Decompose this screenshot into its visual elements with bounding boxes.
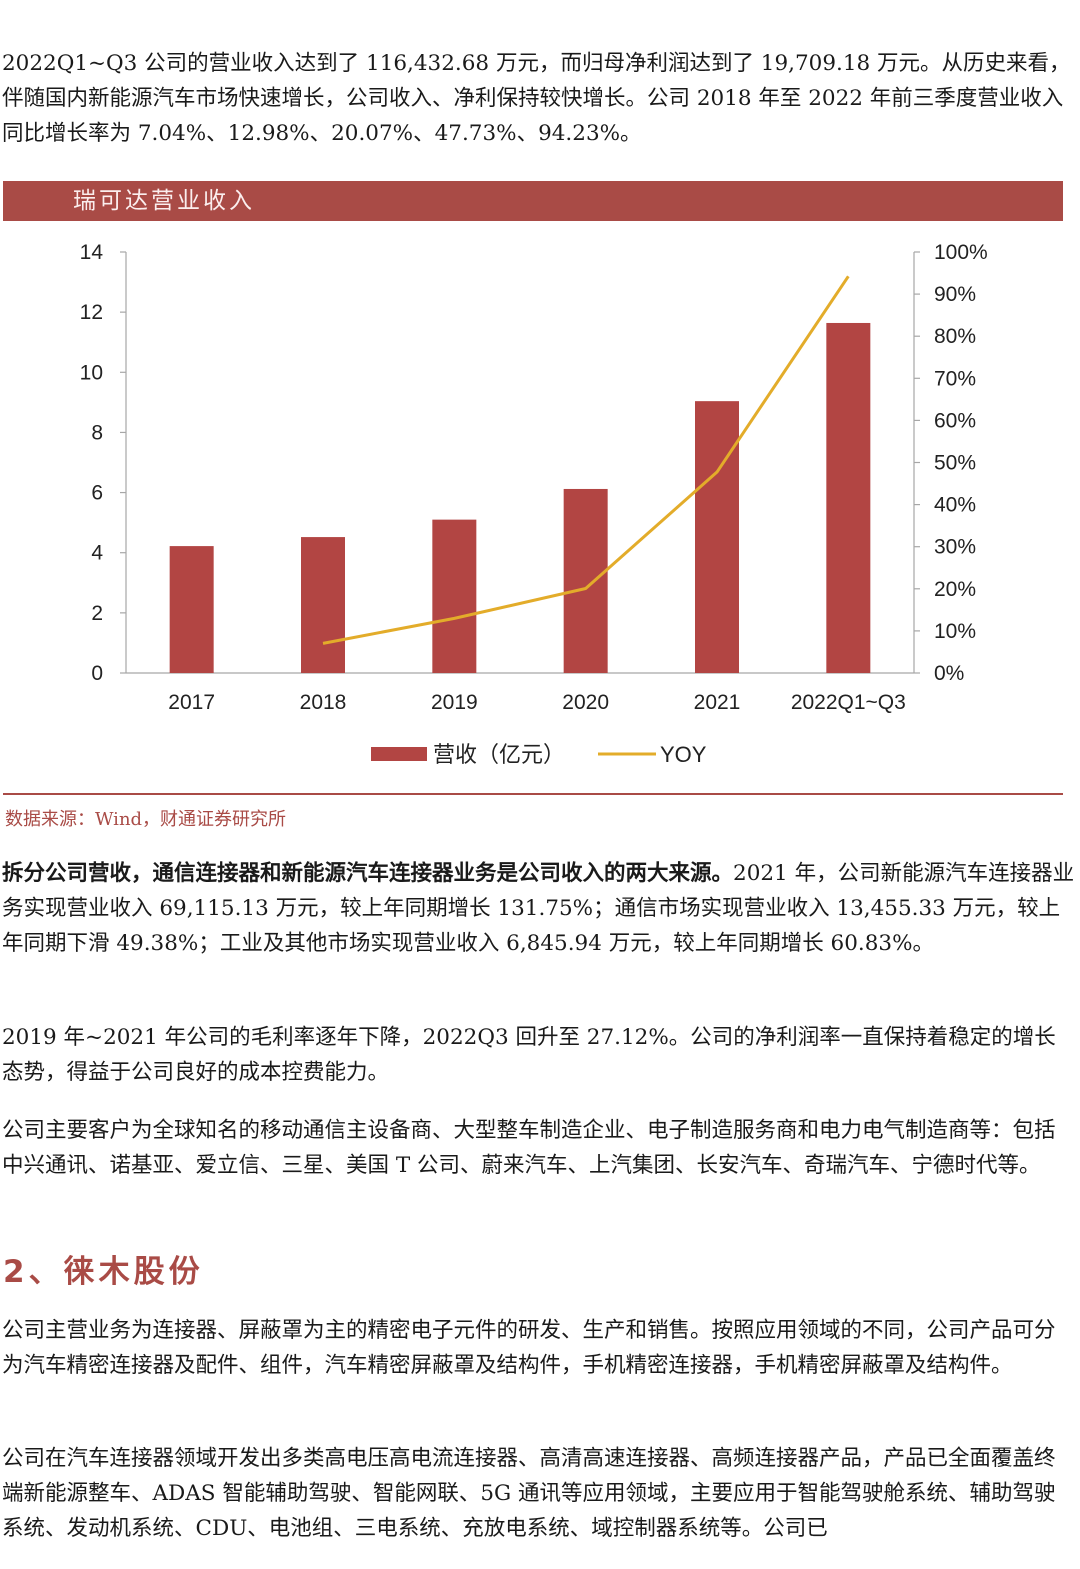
revenue-bar [432, 519, 477, 673]
figure-divider [3, 793, 1063, 795]
x-tick-label: 2020 [562, 691, 609, 714]
right-tick-label: 90% [934, 283, 976, 306]
right-tick-label: 60% [934, 409, 976, 432]
right-tick-label: 70% [934, 367, 976, 390]
revenue-chart: 0 2 4 6 8 10 12 14 0% 10% 20% 30% 40% 50% 60% 70% 80% 90%… [80, 241, 988, 767]
segment-paragraph: 拆分公司营收，通信连接器和新能源汽车连接器业务是公司收入的两大来源。2021 年… [2, 856, 1076, 961]
left-tick-label: 6 [91, 482, 103, 505]
right-tick-label: 50% [934, 452, 976, 475]
right-tick-label: 0% [934, 662, 964, 685]
legend-label-revenue: 营收（亿元） [433, 742, 565, 767]
x-tick-label: 2021 [694, 691, 741, 714]
revenue-bar [169, 546, 214, 673]
right-tick-label: 20% [934, 578, 976, 601]
segment-paragraph-lead: 拆分公司营收，通信连接器和新能源汽车连接器业务是公司收入的两大来源。 [2, 861, 734, 886]
figure-title: 瑞可达营业收入 [3, 181, 1063, 221]
right-tick-label: 80% [934, 325, 976, 348]
revenue-bar [301, 537, 345, 673]
left-tick-label: 10 [80, 361, 103, 384]
segment-paragraph-body: 2021 年，公司新能源汽车连接器业务实现营业收入 69,115.13 万元，较… [2, 861, 1075, 956]
left-tick-label: 8 [91, 421, 103, 444]
legend-swatch-revenue [371, 747, 427, 761]
section-title: 2、徕木股份 [3, 1254, 204, 1290]
right-tick-label: 100% [934, 241, 988, 264]
left-tick-label: 0 [91, 662, 103, 685]
business-paragraph: 公司主营业务为连接器、屏蔽罩为主的精密电子元件的研发、生产和销售。按照应用领域的… [2, 1318, 1056, 1378]
customers-paragraph: 公司主要客户为全球知名的移动通信主设备商、大型整车制造企业、电子制造服务商和电力… [2, 1118, 1056, 1178]
left-tick-label: 14 [80, 241, 104, 264]
margin-paragraph: 2019 年~2021 年公司的毛利率逐年下降，2022Q3 回升至 27.12… [2, 1025, 1056, 1085]
intro-paragraph: 2022Q1~Q3 公司的营业收入达到了 116,432.68 万元，而归母净利… [2, 51, 1071, 146]
figure-source: 数据来源：Wind，财通证券研究所 [5, 809, 287, 830]
right-tick-label: 30% [934, 536, 976, 559]
right-tick-label: 10% [934, 620, 976, 643]
x-tick-label: 2022Q1~Q3 [791, 691, 906, 714]
yoy-line [322, 275, 850, 645]
left-tick-label: 2 [91, 602, 103, 625]
x-tick-label: 2018 [300, 691, 347, 714]
left-tick-label: 12 [80, 301, 103, 324]
x-tick-label: 2017 [168, 691, 215, 714]
revenue-bar [695, 401, 739, 673]
legend-label-yoy: YOY [660, 742, 707, 767]
revenue-bar [826, 322, 871, 673]
products-paragraph: 公司在汽车连接器领域开发出多类高电压高电流连接器、高清高速连接器、高频连接器产品… [2, 1446, 1056, 1541]
right-tick-label: 40% [934, 494, 976, 517]
x-tick-label: 2019 [431, 691, 478, 714]
revenue-bar [563, 488, 608, 673]
left-tick-label: 4 [91, 542, 103, 565]
